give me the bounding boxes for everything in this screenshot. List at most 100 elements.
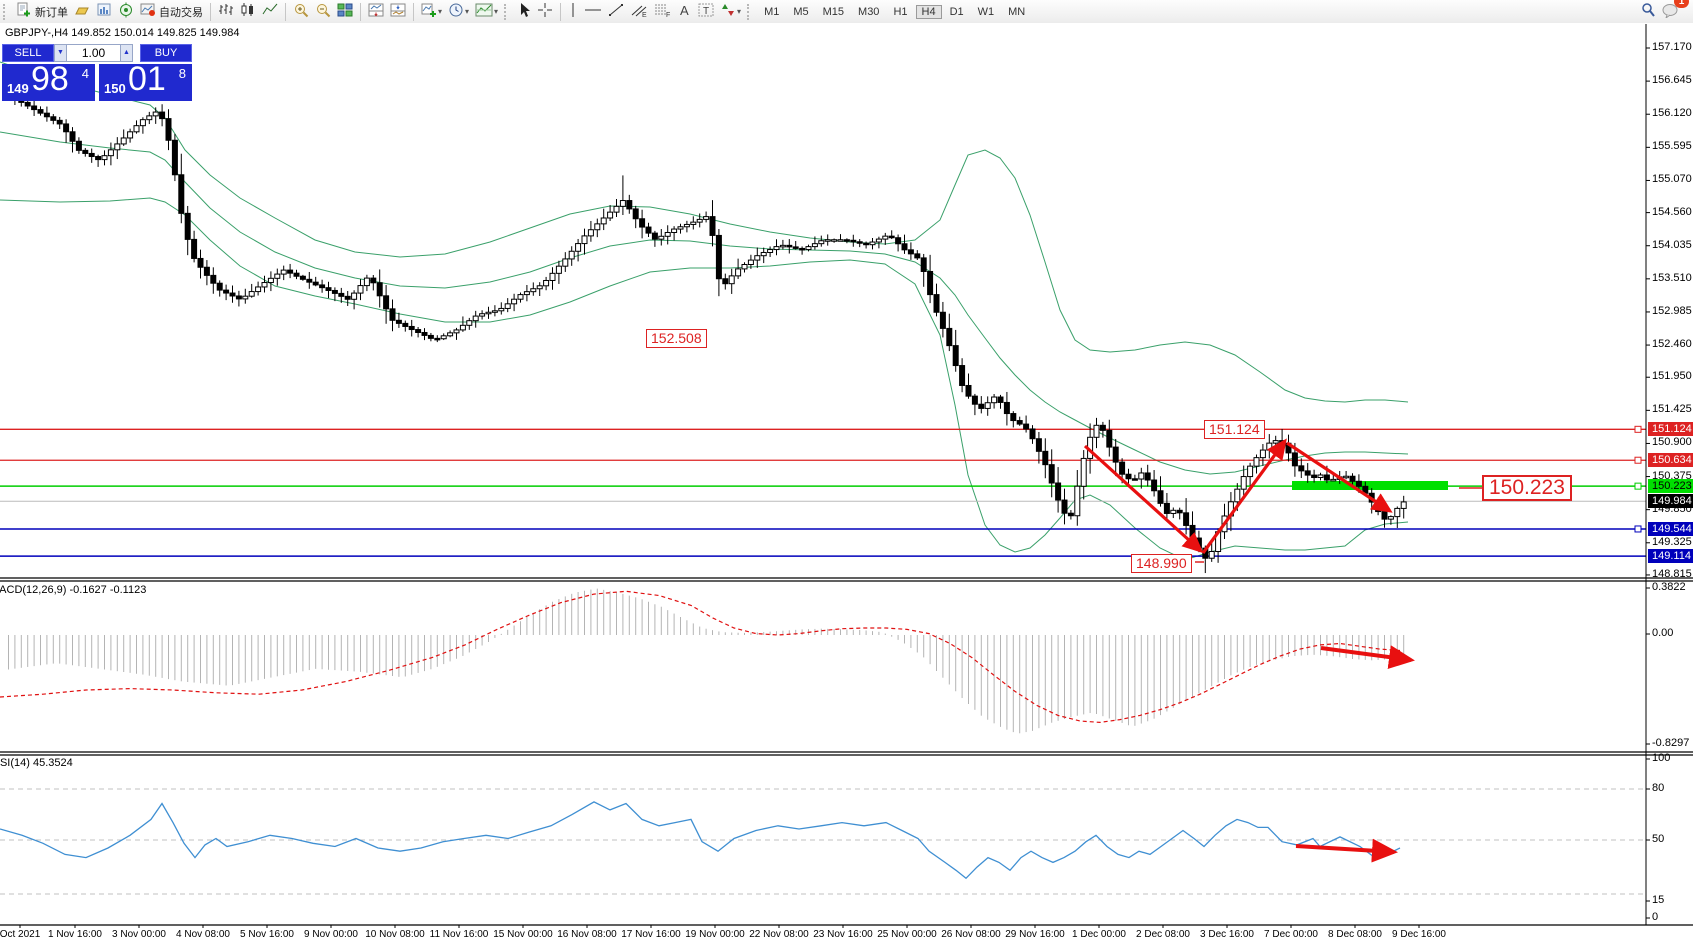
sell-button[interactable]: SELL <box>2 44 54 62</box>
price-annotation[interactable]: 152.508 <box>646 329 707 348</box>
toolbar: 新订单 自动交易 <box>0 0 1693 24</box>
candle <box>632 208 639 220</box>
candle <box>946 327 953 347</box>
candle <box>152 111 159 117</box>
fibonacci-button[interactable]: F <box>651 1 675 22</box>
candle <box>952 345 959 367</box>
candle <box>139 119 146 127</box>
timeframe-h1[interactable]: H1 <box>893 5 908 18</box>
candlestick-button[interactable] <box>237 1 259 22</box>
price-badge: 151.124 <box>1648 422 1693 437</box>
candle <box>613 205 620 213</box>
tile-windows-button[interactable] <box>334 1 356 22</box>
indicator-window2-button[interactable] <box>387 1 409 22</box>
zoom-in-button[interactable] <box>290 1 312 22</box>
candle <box>1304 470 1311 476</box>
candle <box>741 264 748 270</box>
candle <box>1240 476 1247 490</box>
timeframe-m5[interactable]: M5 <box>793 5 809 18</box>
candle <box>287 269 294 274</box>
arrows-button[interactable]: ▾ <box>717 1 744 22</box>
toolbar-grip[interactable] <box>3 3 10 20</box>
candle <box>1291 452 1298 467</box>
price-tick: 153.510 <box>1652 271 1692 284</box>
price-badge: 149.984 <box>1648 494 1693 509</box>
ask-prefix: 150 <box>104 81 126 96</box>
candle <box>895 237 902 245</box>
time-tick-label: 3 Nov 00:00 <box>112 929 166 940</box>
bar-chart-button[interactable] <box>215 1 237 22</box>
candle <box>1170 509 1177 514</box>
trendline-button[interactable] <box>605 1 627 22</box>
vertical-line-icon <box>568 2 578 21</box>
candle <box>581 235 588 245</box>
candle <box>427 334 434 339</box>
volume-down-button[interactable]: ▼ <box>54 44 67 62</box>
price-annotation[interactable]: 151.124 <box>1204 420 1265 439</box>
line-chart-button[interactable] <box>259 1 281 22</box>
line-handle <box>1634 425 1642 433</box>
candle <box>1035 438 1042 452</box>
line-handle <box>1634 482 1642 490</box>
horizontal-line-button[interactable] <box>581 1 605 22</box>
time-tick-label: 11 Nov 16:00 <box>429 929 489 940</box>
timeframe-w1[interactable]: W1 <box>977 5 995 18</box>
add-indicator-button[interactable]: ▾ <box>418 1 445 22</box>
text-button[interactable]: A <box>675 1 695 22</box>
template-button[interactable]: ▾ <box>472 1 501 22</box>
volume-input[interactable] <box>67 44 120 62</box>
candle <box>1029 428 1036 440</box>
candle <box>395 319 402 324</box>
candle <box>146 115 153 121</box>
gold-button[interactable] <box>71 1 93 22</box>
buy-button[interactable]: BUY <box>140 44 192 62</box>
search-button[interactable] <box>1637 1 1659 22</box>
tile-windows-icon <box>337 2 353 21</box>
candle <box>498 307 505 312</box>
candle <box>171 139 178 176</box>
candle <box>82 149 89 154</box>
indicator-window-button[interactable] <box>365 1 387 22</box>
timeframe-mn[interactable]: MN <box>1008 5 1026 18</box>
zoom-out-button[interactable] <box>312 1 334 22</box>
candle <box>389 308 396 321</box>
cursor-button[interactable] <box>514 1 534 22</box>
time-tick-label: 10 Nov 08:00 <box>365 929 425 940</box>
candle <box>357 285 364 294</box>
timeframe-m30[interactable]: M30 <box>858 5 880 18</box>
timeframe-d1[interactable]: D1 <box>949 5 964 18</box>
candle <box>325 287 332 291</box>
candle <box>1208 551 1215 559</box>
price-tick: 155.595 <box>1652 140 1692 153</box>
chat-button[interactable]: 1 <box>1659 0 1689 22</box>
signal-button[interactable] <box>115 1 137 22</box>
candle <box>472 315 479 322</box>
time-tick-label: 19 Nov 00:00 <box>685 929 745 940</box>
price-annotation-large[interactable]: 150.223 <box>1482 475 1572 501</box>
timeframe-m1[interactable]: M1 <box>764 5 780 18</box>
timeframe-h4[interactable]: H4 <box>915 4 942 19</box>
period-button[interactable]: ▾ <box>445 1 472 22</box>
channel-button[interactable]: E <box>627 1 651 22</box>
rsi-scale-tick: 15 <box>1652 894 1665 906</box>
price-tick: 152.460 <box>1652 338 1692 351</box>
candle <box>863 242 870 246</box>
candle <box>773 246 780 251</box>
price-annotation[interactable]: 148.990 <box>1131 554 1192 573</box>
crosshair-button[interactable] <box>534 1 556 22</box>
bid-price[interactable]: 149 98 4 <box>2 60 95 101</box>
horizontal-line-icon <box>584 2 602 21</box>
vertical-line-button[interactable] <box>565 1 581 22</box>
ask-price[interactable]: 150 01 8 <box>99 60 192 101</box>
candle <box>229 292 236 297</box>
candle <box>901 243 908 251</box>
candle <box>658 235 665 240</box>
timeframe-m15[interactable]: M15 <box>822 5 845 18</box>
candle <box>479 313 486 317</box>
new-order-button[interactable]: 新订单 <box>13 1 71 22</box>
autotrade-button[interactable]: 自动交易 <box>137 1 206 22</box>
text-label-button[interactable]: T <box>695 1 717 22</box>
charts-button[interactable] <box>93 1 115 22</box>
volume-up-button[interactable]: ▲ <box>120 44 133 62</box>
